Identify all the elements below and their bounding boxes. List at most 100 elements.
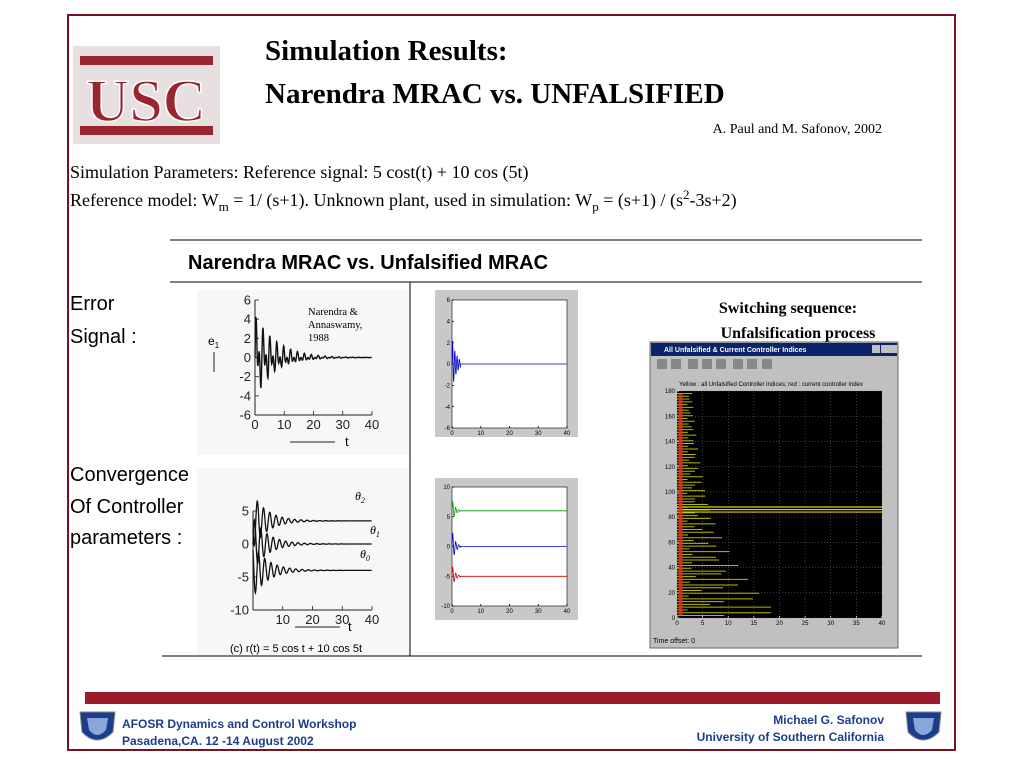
- x-tick-label: 0: [450, 431, 454, 437]
- logo-stripe: [80, 126, 213, 135]
- y-tick-label: 80: [668, 515, 675, 521]
- tool-button[interactable]: [716, 359, 726, 369]
- row-label: Convergence: [70, 464, 189, 486]
- y-tick-label: 20: [668, 591, 675, 597]
- scan-bg: [197, 468, 409, 655]
- x-tick-label: 30: [535, 431, 542, 437]
- y-tick-label: -6: [445, 426, 451, 432]
- text: = 1/ (s+1). Unknown plant, used in simul…: [229, 190, 592, 211]
- x-tick-label: 10: [276, 612, 290, 627]
- footer-text: Pasadena,CA. 12 -14 August 2002: [122, 734, 314, 748]
- x-tick-label: 20: [506, 431, 513, 437]
- table-heading: Narendra MRAC vs. Unfalsified MRAC: [188, 252, 548, 274]
- curve: [252, 517, 372, 564]
- x-tick-label: 40: [564, 431, 571, 437]
- logo-text: USC: [86, 68, 206, 134]
- x-tick-label: 20: [305, 612, 319, 627]
- tool-button[interactable]: [688, 359, 698, 369]
- shield-inner: [913, 718, 934, 735]
- annotation: Annaswamy,: [308, 320, 362, 331]
- x-tick-label: 0: [450, 609, 454, 615]
- label: θ: [355, 489, 361, 503]
- text: Reference model: W: [70, 190, 219, 210]
- status: Time offset: 0: [653, 638, 695, 645]
- superscript: 2: [683, 187, 690, 202]
- annotation: Narendra &: [308, 307, 358, 318]
- x-tick-label: 20: [506, 609, 513, 615]
- curve: [451, 340, 567, 382]
- x-tick-label: 30: [827, 621, 834, 627]
- x-tick-label: 30: [335, 612, 349, 627]
- y-tick-label: 160: [665, 414, 676, 420]
- curve: [451, 500, 567, 517]
- x-tick-label: 0: [251, 417, 258, 432]
- row-label: parameters :: [70, 527, 182, 549]
- axis-label: t: [348, 619, 352, 634]
- y-tick-label: 180: [665, 389, 676, 395]
- y-tick-label: 120: [665, 465, 676, 471]
- subscript: 0: [366, 554, 370, 563]
- x-tick-label: 30: [535, 609, 542, 615]
- row-label: Error: [70, 293, 115, 315]
- window-button[interactable]: [872, 345, 880, 353]
- y-tick-label: -2: [445, 383, 451, 389]
- x-tick-label: 10: [477, 431, 484, 437]
- tool-button[interactable]: [747, 359, 757, 369]
- subscript: 2: [361, 496, 365, 505]
- y-tick-label: 10: [443, 485, 450, 491]
- x-tick-label: 40: [365, 417, 379, 432]
- y-tick-label: 0: [447, 545, 451, 551]
- x-tick-label: 40: [365, 612, 379, 627]
- scan-bg: [197, 290, 409, 455]
- current-index: [678, 393, 683, 616]
- label: θ: [360, 547, 366, 561]
- y-tick-label: 4: [447, 319, 451, 325]
- axis-label: t: [345, 434, 349, 449]
- tool-button[interactable]: [702, 359, 712, 369]
- tool-button[interactable]: [671, 359, 681, 369]
- window-button[interactable]: [889, 345, 897, 353]
- footer-text: Michael G. Safonov: [773, 713, 884, 727]
- subscript: 1: [215, 341, 220, 350]
- text: = (s+1) / (s: [599, 190, 683, 211]
- curve: [451, 532, 567, 556]
- slide-border: [67, 14, 956, 751]
- subscript: 1: [376, 530, 380, 539]
- params-line: Simulation Parameters: Reference signal:…: [70, 162, 529, 183]
- y-tick-label: 40: [668, 566, 675, 572]
- window-title: All Unfalsified & Current Controller Ind…: [664, 347, 806, 354]
- tool-button[interactable]: [657, 359, 667, 369]
- title: Narendra MRAC vs. UNFALSIFIED: [265, 78, 725, 110]
- footer-text: University of Southern California: [697, 730, 885, 744]
- y-tick-label: 5: [447, 515, 451, 521]
- y-tick-label: -4: [445, 405, 451, 411]
- x-tick-label: 5: [701, 621, 705, 627]
- tool-button[interactable]: [762, 359, 772, 369]
- y-tick-label: -5: [445, 574, 451, 580]
- shield: [79, 711, 942, 741]
- legend: Yellow : all Unfalsified Controller indi…: [679, 382, 863, 388]
- annotation: 1988: [308, 333, 329, 344]
- tool-button[interactable]: [733, 359, 743, 369]
- curve-label: θ1: [370, 523, 380, 539]
- footer-text: AFOSR Dynamics and Control Workshop: [122, 717, 356, 731]
- row-label: Signal :: [70, 326, 137, 348]
- caption: (c) r(t) = 5 cos t + 10 cos 5t: [230, 643, 362, 655]
- y-tick-label: -10: [230, 603, 249, 618]
- y-tick-label: 0: [242, 537, 249, 552]
- label: θ: [370, 523, 376, 537]
- shield-inner: [87, 718, 108, 735]
- x-tick-label: 10: [477, 609, 484, 615]
- y-tick-label: -6: [239, 408, 251, 423]
- window-button[interactable]: [881, 345, 889, 353]
- curve: [254, 316, 372, 389]
- y-tick-label: 2: [447, 341, 451, 347]
- x-tick-label: 40: [879, 621, 886, 627]
- y-tick-label: 6: [244, 293, 251, 308]
- curve: [252, 499, 372, 548]
- x-tick-label: 20: [306, 417, 320, 432]
- y-tick-label: 0: [672, 616, 676, 622]
- logo-stripe: [80, 56, 213, 65]
- curve-label: θ0: [360, 547, 370, 563]
